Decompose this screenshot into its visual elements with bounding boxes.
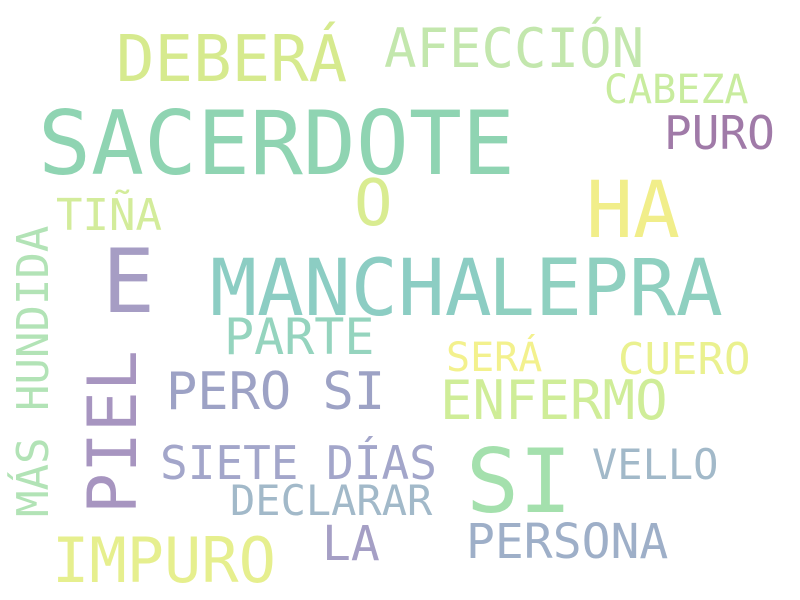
word-mancha: MANCHA	[210, 244, 492, 334]
word-sacerdote: SACERDOTE	[38, 92, 515, 195]
word-vello: VELLO	[592, 440, 719, 489]
word-cuero: CUERO	[618, 334, 751, 385]
word-parte: PARTE	[224, 308, 375, 366]
word-sera: SERÁ	[446, 335, 543, 381]
word-puro: PURO	[664, 106, 775, 160]
word-la: LA	[322, 516, 380, 572]
word-ha: HA	[586, 166, 680, 256]
word-afeccion: AFECCIÓN	[384, 17, 645, 80]
word-siete-dias: SIETE DÍAS	[160, 436, 437, 490]
word-debera: DEBERÁ	[116, 23, 348, 97]
word-persona: PERSONA	[466, 514, 669, 570]
word-declarar: DECLARAR	[230, 476, 433, 525]
word-cabeza: CABEZA	[604, 67, 749, 113]
word-si: SI	[466, 430, 572, 533]
word-e: E	[102, 230, 155, 333]
word-mas-hundida: MÁS HUNDIDA	[8, 226, 59, 518]
word-pero-si: PERO SI	[166, 362, 386, 422]
word-enfermo: ENFERMO	[440, 369, 668, 432]
word-o: O	[354, 167, 393, 241]
word-impuro: IMPURO	[52, 524, 276, 597]
word-piel: PIEL	[74, 350, 153, 514]
word-tina: TIÑA	[56, 190, 162, 241]
word-lepra: LEPRA	[488, 244, 723, 334]
